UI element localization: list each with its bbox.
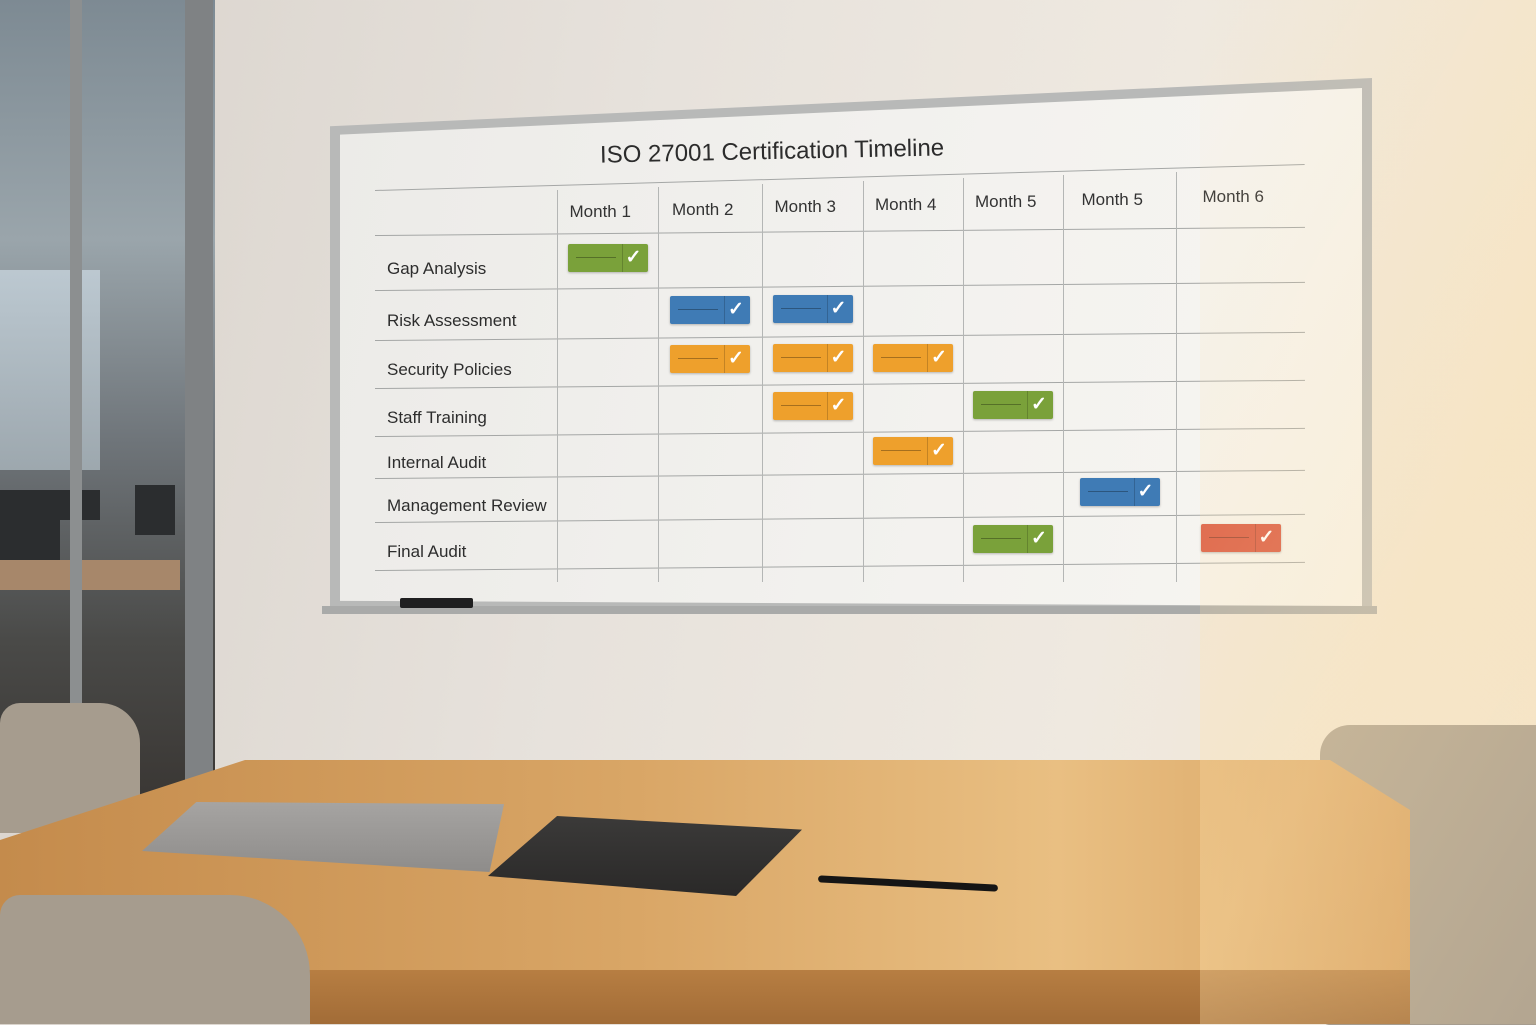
grid-line [1176,172,1177,582]
grid-line [863,181,864,582]
task-block: ✓ [772,344,853,373]
month-header: Month 5 [975,192,1037,211]
divider [826,295,828,324]
task-block: ✓ [973,525,1053,553]
task-block: ✓ [873,436,953,465]
check-icon: ✓ [625,246,642,268]
task-block: ✓ [973,391,1053,419]
grid-line [658,187,659,582]
chair-front-left [0,895,310,1024]
check-icon: ✓ [830,347,847,369]
divider [927,436,928,465]
dash-line [881,356,921,358]
task-block: ✓ [772,392,853,421]
divider [1254,523,1256,552]
dash-line [1208,536,1249,538]
grid-line [963,178,964,582]
grid-line [762,184,763,582]
divider [1133,478,1135,507]
divider [621,243,623,272]
door-frame [185,0,213,800]
marker-tray [322,606,1377,614]
divider [724,295,725,324]
check-icon: ✓ [1031,394,1047,415]
divider [826,392,828,421]
divider [826,344,828,373]
month-header: Month 4 [875,194,937,214]
task-label: Risk Assessment [387,311,517,330]
task-label: Security Policies [387,360,512,379]
dash-line [981,538,1021,539]
task-block: ✓ [670,344,750,373]
window [0,270,100,470]
dash-line [575,256,616,258]
dash-line [1087,491,1128,493]
task-block: ✓ [670,295,750,324]
check-icon: ✓ [1031,528,1047,549]
grid-line [557,190,558,582]
office-monitor [135,485,175,535]
check-icon: ✓ [728,347,744,369]
dash-line [678,357,718,359]
task-label: Staff Training [387,408,487,427]
check-icon: ✓ [830,395,847,417]
glass-office-wall [0,0,215,800]
table-edge [280,970,1410,1024]
check-icon: ✓ [1137,481,1154,503]
task-block: ✓ [772,295,853,324]
task-block: ✓ [873,343,953,372]
month-header: Month 5 [1081,189,1143,209]
task-block: ✓ [1200,523,1281,552]
dash-line [678,308,718,310]
check-icon: ✓ [1258,526,1275,548]
month-header: Month 3 [774,197,836,216]
office-desk [0,560,180,590]
divider [1027,525,1028,553]
eraser [400,598,473,608]
check-icon: ✓ [931,439,947,461]
check-icon: ✓ [931,346,947,368]
office-monitor [0,505,60,560]
grid-line [1063,175,1064,582]
task-label: Final Audit [387,542,467,561]
dash-line [780,357,821,359]
month-header: Month 1 [569,202,631,221]
divider [1027,391,1028,419]
divider [724,344,725,373]
glass-frame [70,0,82,800]
task-label: Gap Analysis [387,258,487,278]
task-label: Management Review [387,496,547,515]
month-header: Month 2 [672,199,734,219]
divider [927,343,928,372]
check-icon: ✓ [728,298,744,320]
task-block: ✓ [567,243,648,272]
dash-line [780,308,821,310]
task-label: Internal Audit [387,453,487,472]
task-block: ✓ [1079,478,1160,507]
dash-line [881,449,921,451]
dash-line [780,405,821,407]
month-header: Month 6 [1202,187,1264,206]
check-icon: ✓ [830,298,847,320]
dash-line [981,404,1021,405]
